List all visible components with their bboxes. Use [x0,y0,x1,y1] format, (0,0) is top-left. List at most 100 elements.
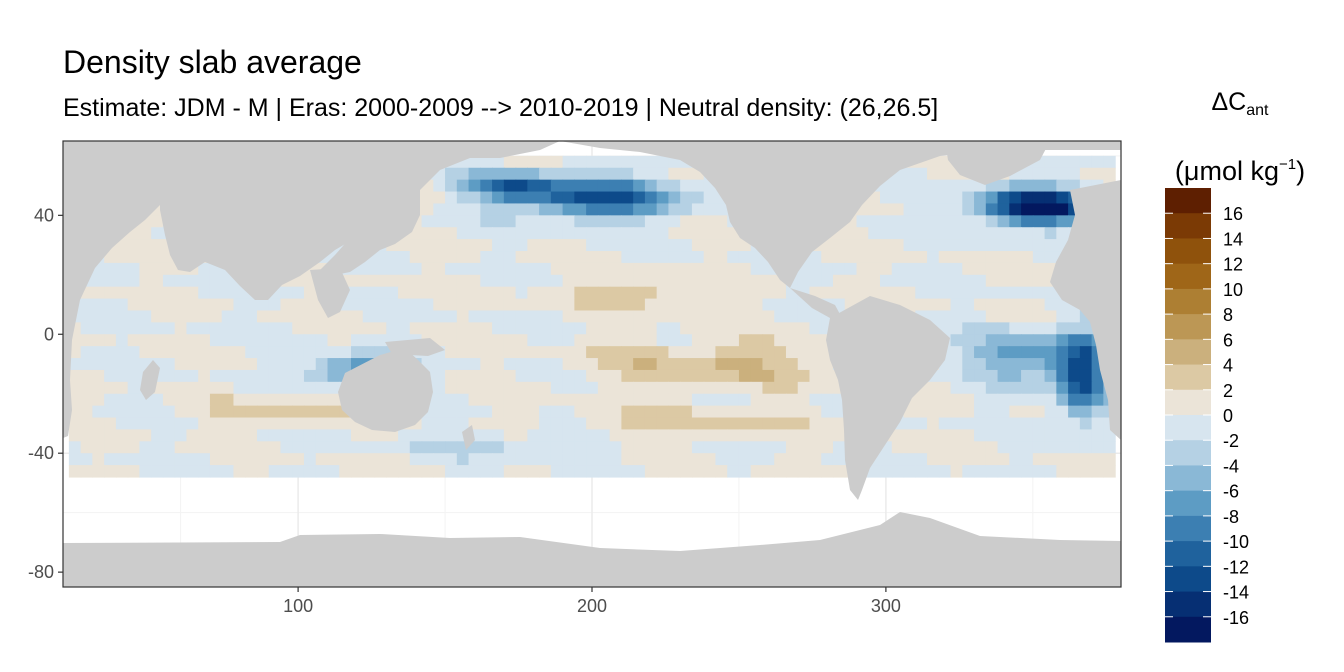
ocean-cell [386,322,399,335]
ocean-cell [503,346,517,359]
ocean-cell [480,405,493,419]
ocean-cell [691,453,705,466]
ocean-cell [997,441,1010,454]
ocean-cell [527,155,540,169]
ocean-cell [621,441,634,454]
ocean-cell [209,369,223,383]
ocean-cell [985,441,999,454]
ocean-cell [597,203,611,216]
ocean-cell [468,405,481,419]
ocean-cell [1079,369,1093,383]
ocean-cell [1044,155,1057,169]
ocean-cell [386,286,399,300]
ocean-cell [104,465,117,478]
ocean-cell [433,274,446,288]
y-axis: 400-40-80 [28,205,63,582]
ocean-cell [915,191,928,205]
land-central-america [790,288,842,318]
ocean-cell [950,381,963,395]
ocean-cell [927,310,940,323]
ocean-cell [445,239,458,252]
ocean-cell [456,417,470,431]
ocean-cell [950,405,963,419]
ocean-cell [962,465,975,478]
ocean-cell [198,393,211,407]
ocean-cell [691,286,705,300]
ocean-cell [351,465,364,478]
ocean-cell [539,381,552,395]
ocean-cell [974,369,987,383]
ocean-cell [927,453,940,466]
ocean-cell [915,239,928,252]
ocean-cell [445,381,458,395]
ocean-cell [292,322,305,335]
ocean-cell [962,417,975,431]
ocean-cell [644,465,658,478]
ocean-cell [691,334,705,347]
ocean-cell [550,310,564,323]
ocean-cell [691,465,705,478]
ocean-cell [586,369,599,383]
ocean-cell [621,227,634,240]
ocean-cell [456,167,470,181]
ocean-cell [586,215,599,228]
ocean-cell [562,393,575,407]
ocean-cell [550,441,564,454]
legend-label: 12 [1223,255,1243,275]
ocean-cell [539,286,552,300]
ocean-cell [68,441,82,454]
ocean-cell [997,346,1010,359]
ocean-cell [680,429,693,442]
ocean-cell [468,334,481,347]
ocean-cell [597,369,611,383]
ocean-cell [633,215,646,228]
ocean-cell [468,251,481,264]
ocean-cell [668,334,681,347]
ocean-cell [256,334,270,347]
ocean-cell [738,358,752,371]
ocean-cell [233,417,246,431]
ocean-cell [903,262,916,276]
legend-label: -14 [1223,583,1249,603]
ocean-cell [1068,465,1081,478]
ocean-cell [750,322,764,335]
ocean-cell [374,274,387,288]
ocean-cell [468,298,481,312]
ocean-cell [891,262,905,276]
ocean-cell [515,239,528,252]
ocean-cell [104,429,117,442]
ocean-cell [421,251,434,264]
ocean-cell [656,203,670,216]
ocean-cell [480,441,493,454]
ocean-cell [962,191,975,205]
ocean-cell [962,239,975,252]
ocean-cell [92,358,105,371]
ocean-cell [1021,429,1034,442]
ocean-cell [1056,167,1069,181]
ocean-cell [656,155,670,169]
ocean-cell [903,441,916,454]
ocean-cell [985,191,999,205]
ocean-cell [562,227,575,240]
ocean-cell [351,334,364,347]
ocean-cell [398,453,411,466]
ocean-cell [456,286,470,300]
ocean-cell [703,203,717,216]
ocean-cell [727,453,740,466]
ocean-cell [198,429,211,442]
ocean-cell [727,298,740,312]
ocean-cell [762,381,775,395]
ocean-cell [1079,155,1093,169]
ocean-cell [386,429,399,442]
ocean-cell [974,262,987,276]
ocean-cell [586,310,599,323]
ocean-cell [609,179,622,193]
ocean-cell [1056,155,1069,169]
ocean-cell [1079,405,1093,419]
ocean-cell [797,369,811,383]
ocean-cell [1056,393,1069,407]
ocean-cell [409,251,423,264]
ocean-cell [962,310,975,323]
ocean-cell [515,465,528,478]
ocean-cell [621,369,634,383]
